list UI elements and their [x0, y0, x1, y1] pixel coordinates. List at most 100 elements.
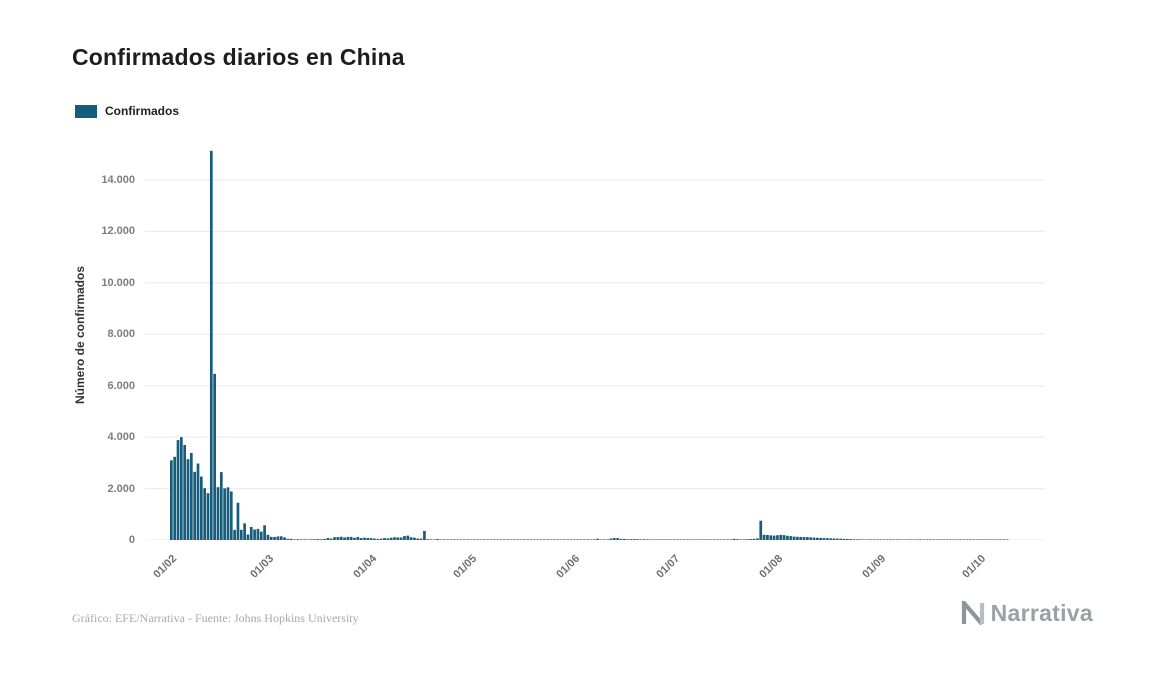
bar[interactable] [812, 537, 816, 540]
bar[interactable] [253, 529, 256, 540]
bar[interactable] [229, 491, 233, 540]
bar[interactable] [559, 539, 563, 540]
bar[interactable] [489, 539, 493, 540]
bar[interactable] [259, 531, 263, 540]
bar[interactable] [356, 536, 360, 540]
bar[interactable] [386, 538, 390, 540]
bar[interactable] [859, 539, 863, 540]
bar[interactable] [739, 539, 743, 540]
bar[interactable] [413, 537, 416, 540]
bar[interactable] [746, 539, 749, 540]
bar[interactable] [879, 539, 882, 540]
bar[interactable] [822, 538, 826, 540]
bar[interactable] [173, 456, 177, 540]
bar[interactable] [689, 539, 693, 540]
bar[interactable] [636, 539, 639, 540]
bar[interactable] [909, 539, 912, 540]
bar[interactable] [826, 538, 829, 540]
bar[interactable] [369, 538, 373, 540]
bar[interactable] [406, 535, 410, 540]
bar[interactable] [306, 539, 310, 540]
bar[interactable] [699, 539, 703, 540]
bar[interactable] [433, 539, 436, 540]
bar[interactable] [549, 539, 553, 540]
bar[interactable] [892, 539, 896, 540]
bar[interactable] [972, 539, 976, 540]
bar[interactable] [622, 538, 626, 540]
bar[interactable] [722, 539, 726, 540]
bar[interactable] [632, 539, 636, 540]
bar[interactable] [319, 539, 323, 540]
bar[interactable] [989, 539, 992, 540]
bar[interactable] [326, 537, 330, 540]
bar[interactable] [512, 539, 516, 540]
bar[interactable] [965, 539, 969, 540]
bar[interactable] [419, 538, 423, 540]
bar[interactable] [213, 373, 216, 540]
bar[interactable] [799, 536, 803, 540]
bar[interactable] [829, 538, 833, 540]
bar[interactable] [366, 537, 370, 540]
bar[interactable] [786, 535, 789, 540]
bar[interactable] [885, 539, 889, 540]
bar[interactable] [959, 539, 962, 540]
bar[interactable] [376, 538, 380, 540]
bar[interactable] [493, 539, 496, 540]
bar[interactable] [503, 539, 506, 540]
bar[interactable] [646, 539, 649, 540]
bar[interactable] [586, 539, 589, 540]
bar[interactable] [982, 539, 986, 540]
bar[interactable] [649, 539, 653, 540]
bar[interactable] [1002, 539, 1006, 540]
bar[interactable] [546, 539, 549, 540]
bar[interactable] [459, 539, 463, 540]
bar[interactable] [522, 539, 526, 540]
bar[interactable] [193, 471, 197, 540]
bar[interactable] [889, 539, 892, 540]
bar[interactable] [905, 539, 909, 540]
bar[interactable] [816, 537, 819, 540]
bar[interactable] [969, 539, 972, 540]
bar[interactable] [532, 539, 536, 540]
bar[interactable] [782, 535, 786, 540]
bar[interactable] [766, 534, 769, 540]
bar[interactable] [902, 539, 906, 540]
bar[interactable] [276, 536, 280, 540]
bar[interactable] [602, 539, 606, 540]
bar[interactable] [456, 539, 460, 540]
bar[interactable] [656, 539, 659, 540]
bar[interactable] [992, 539, 996, 540]
bar[interactable] [726, 539, 729, 540]
bar[interactable] [882, 539, 886, 540]
bar[interactable] [499, 539, 503, 540]
bar[interactable] [579, 539, 583, 540]
bar[interactable] [806, 537, 809, 540]
bar[interactable] [333, 537, 336, 540]
bar[interactable] [729, 539, 733, 540]
bar[interactable] [516, 539, 520, 540]
bar[interactable] [845, 538, 849, 540]
bar[interactable] [399, 537, 403, 540]
bar[interactable] [696, 539, 699, 540]
bar[interactable] [439, 539, 443, 540]
bar[interactable] [289, 538, 293, 540]
bar[interactable] [263, 525, 266, 540]
bar[interactable] [855, 539, 859, 540]
bar[interactable] [509, 539, 513, 540]
bar[interactable] [256, 528, 260, 540]
bar[interactable] [942, 539, 946, 540]
bar[interactable] [226, 487, 230, 540]
bar[interactable] [792, 536, 796, 540]
bar[interactable] [233, 529, 236, 540]
bar[interactable] [443, 539, 446, 540]
bar[interactable] [975, 539, 979, 540]
bar[interactable] [985, 539, 989, 540]
bar[interactable] [922, 539, 926, 540]
bar[interactable] [309, 539, 313, 540]
bar[interactable] [179, 437, 183, 540]
bar[interactable] [609, 538, 613, 540]
bar[interactable] [189, 452, 193, 540]
bar[interactable] [672, 539, 676, 540]
bar[interactable] [809, 537, 813, 540]
bar[interactable] [446, 539, 450, 540]
